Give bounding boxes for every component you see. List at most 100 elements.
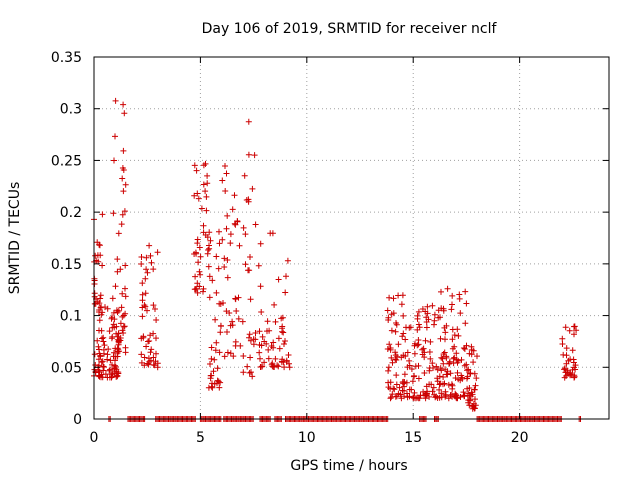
data-point xyxy=(122,344,129,351)
data-point xyxy=(449,336,456,343)
data-point xyxy=(142,275,149,282)
data-point xyxy=(110,210,117,217)
data-point xyxy=(454,369,461,376)
data-point xyxy=(154,364,161,371)
data-point xyxy=(100,334,107,341)
data-point xyxy=(426,367,433,374)
data-point xyxy=(406,357,413,364)
data-point xyxy=(98,359,105,366)
data-point xyxy=(138,254,145,260)
data-point xyxy=(226,310,233,316)
data-point xyxy=(139,313,146,320)
data-point xyxy=(466,396,473,403)
data-point xyxy=(100,346,107,353)
data-point xyxy=(389,359,396,366)
data-point xyxy=(113,366,120,373)
data-point xyxy=(443,354,450,361)
data-point xyxy=(463,361,470,368)
data-point xyxy=(393,372,400,379)
data-point xyxy=(94,239,101,246)
data-point xyxy=(256,341,263,348)
data-point xyxy=(198,205,205,212)
data-point xyxy=(140,334,147,341)
tick-labels: 0 5 10 15 20 0 0.05 0.1 0.15 0.2 0.25 0.3 0.35 xyxy=(51,50,529,446)
data-point xyxy=(113,323,120,330)
data-point xyxy=(100,363,107,370)
data-point xyxy=(223,225,230,232)
data-point xyxy=(143,343,150,350)
data-point xyxy=(393,393,400,400)
data-point xyxy=(426,393,433,400)
data-point xyxy=(422,395,429,402)
data-point xyxy=(150,354,157,361)
data-point xyxy=(282,289,289,296)
data-point xyxy=(91,293,98,300)
data-point xyxy=(248,369,254,376)
data-point xyxy=(264,318,271,325)
data-point xyxy=(246,369,253,376)
data-point xyxy=(398,354,405,361)
data-point xyxy=(563,345,570,352)
data-point xyxy=(471,370,478,377)
data-point xyxy=(139,297,146,304)
data-point xyxy=(245,267,251,274)
data-point xyxy=(200,222,207,229)
data-point xyxy=(191,286,198,293)
data-point xyxy=(122,293,129,300)
data-point xyxy=(200,162,207,169)
data-point xyxy=(212,347,219,354)
data-point xyxy=(470,347,477,354)
data-point xyxy=(271,301,278,308)
data-point xyxy=(571,331,577,338)
data-point xyxy=(220,300,226,306)
data-point xyxy=(121,323,128,330)
data-point xyxy=(144,307,150,314)
data-point xyxy=(462,288,469,295)
data-point xyxy=(411,389,418,396)
x-tick-label: 0 xyxy=(90,430,99,446)
data-point xyxy=(270,339,277,346)
data-point xyxy=(282,338,288,344)
data-point xyxy=(206,273,213,280)
data-point xyxy=(121,208,128,215)
data-point xyxy=(94,337,101,344)
data-point xyxy=(281,364,288,371)
data-point xyxy=(212,316,219,323)
data-point xyxy=(208,344,215,351)
data-point xyxy=(398,301,405,308)
x-axis-label: GPS time / hours xyxy=(290,458,407,474)
data-point xyxy=(442,336,448,343)
data-point xyxy=(234,218,241,224)
data-point xyxy=(252,330,259,336)
data-point xyxy=(399,387,406,394)
data-point xyxy=(231,192,238,199)
data-point xyxy=(414,312,421,319)
data-point xyxy=(202,188,209,195)
data-point xyxy=(427,355,434,362)
data-point xyxy=(110,309,117,316)
data-point xyxy=(278,358,285,365)
data-point xyxy=(393,321,400,328)
data-point xyxy=(214,377,221,384)
data-point xyxy=(146,358,153,365)
data-point xyxy=(429,388,436,395)
data-point xyxy=(281,341,287,347)
data-point xyxy=(458,372,465,379)
data-point xyxy=(153,350,159,357)
data-point xyxy=(573,327,580,334)
data-point xyxy=(91,351,98,358)
data-point xyxy=(105,346,112,353)
data-point xyxy=(115,330,122,337)
data-point xyxy=(272,318,279,325)
data-point xyxy=(419,306,426,312)
data-point xyxy=(447,370,454,377)
data-point xyxy=(563,373,570,379)
data-point xyxy=(431,311,438,318)
data-point xyxy=(406,393,413,400)
data-point xyxy=(472,396,478,403)
data-point xyxy=(458,356,465,363)
data-point xyxy=(411,350,418,357)
grid-lines xyxy=(94,57,609,419)
data-point xyxy=(409,378,416,385)
